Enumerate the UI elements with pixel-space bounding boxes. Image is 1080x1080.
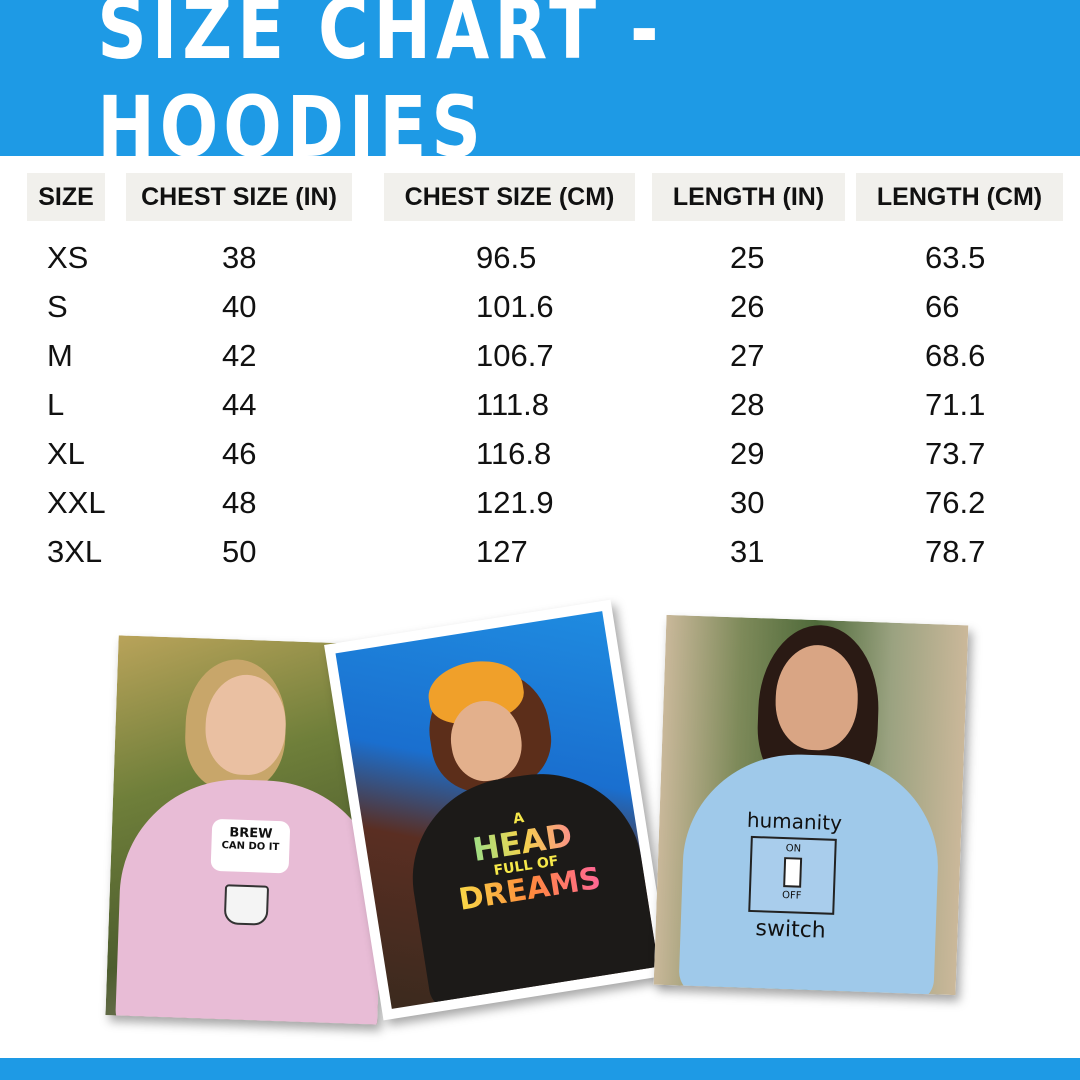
column-header: SIZE bbox=[27, 173, 105, 221]
table-cell: 66 bbox=[925, 289, 960, 324]
photo-blue-hoodie: humanity ON OFF switch bbox=[653, 614, 969, 996]
table-cell: 25 bbox=[730, 240, 765, 275]
table-cell: 96.5 bbox=[476, 240, 537, 275]
column-header: LENGTH (CM) bbox=[856, 173, 1063, 221]
column-header: CHEST SIZE (CM) bbox=[384, 173, 635, 221]
table-cell: 40 bbox=[222, 289, 257, 324]
mug-icon bbox=[223, 884, 270, 926]
table-cell: 101.6 bbox=[476, 289, 554, 324]
page-title: SIZE CHART - HOODIES bbox=[97, 0, 664, 176]
table-cell: 44 bbox=[222, 387, 257, 422]
table-cell: 127 bbox=[476, 534, 528, 569]
title-banner: SIZE CHART - HOODIES bbox=[0, 0, 1080, 176]
table-cell: XL bbox=[47, 436, 85, 471]
switch-icon: ON OFF bbox=[748, 835, 837, 915]
table-cell: 68.6 bbox=[925, 338, 986, 373]
table-cell: 42 bbox=[222, 338, 257, 373]
table-cell: 28 bbox=[730, 387, 765, 422]
photo-black-hoodie: A HEAD FULL OF DREAMS bbox=[324, 599, 670, 1021]
table-cell: 48 bbox=[222, 485, 257, 520]
table-cell: 3XL bbox=[47, 534, 103, 569]
table-cell: 50 bbox=[222, 534, 257, 569]
table-cell: 111.8 bbox=[476, 387, 549, 422]
hoodie-print: BREW CAN DO IT bbox=[210, 818, 291, 874]
column-header: LENGTH (IN) bbox=[652, 173, 845, 221]
table-cell: 26 bbox=[730, 289, 765, 324]
table-cell: 73.7 bbox=[925, 436, 986, 471]
table-cell: 29 bbox=[730, 436, 765, 471]
table-cell: 63.5 bbox=[925, 240, 986, 275]
table-cell: 76.2 bbox=[925, 485, 986, 520]
table-cell: 78.7 bbox=[925, 534, 986, 569]
table-cell: 71.1 bbox=[925, 387, 986, 422]
table-cell: 106.7 bbox=[476, 338, 554, 373]
table-cell: 30 bbox=[730, 485, 765, 520]
hoodie-print: humanity ON OFF switch bbox=[746, 807, 843, 944]
table-cell: XXL bbox=[47, 485, 106, 520]
table-cell: 31 bbox=[730, 534, 765, 569]
table-cell: M bbox=[47, 338, 73, 373]
footer-bar bbox=[0, 1058, 1080, 1080]
table-cell: S bbox=[47, 289, 68, 324]
table-cell: 116.8 bbox=[476, 436, 552, 471]
table-cell: XS bbox=[47, 240, 89, 275]
column-header: CHEST SIZE (IN) bbox=[126, 173, 352, 221]
table-cell: 38 bbox=[222, 240, 257, 275]
table-cell: L bbox=[47, 387, 65, 422]
table-cell: 27 bbox=[730, 338, 765, 373]
table-cell: 121.9 bbox=[476, 485, 554, 520]
table-cell: 46 bbox=[222, 436, 257, 471]
